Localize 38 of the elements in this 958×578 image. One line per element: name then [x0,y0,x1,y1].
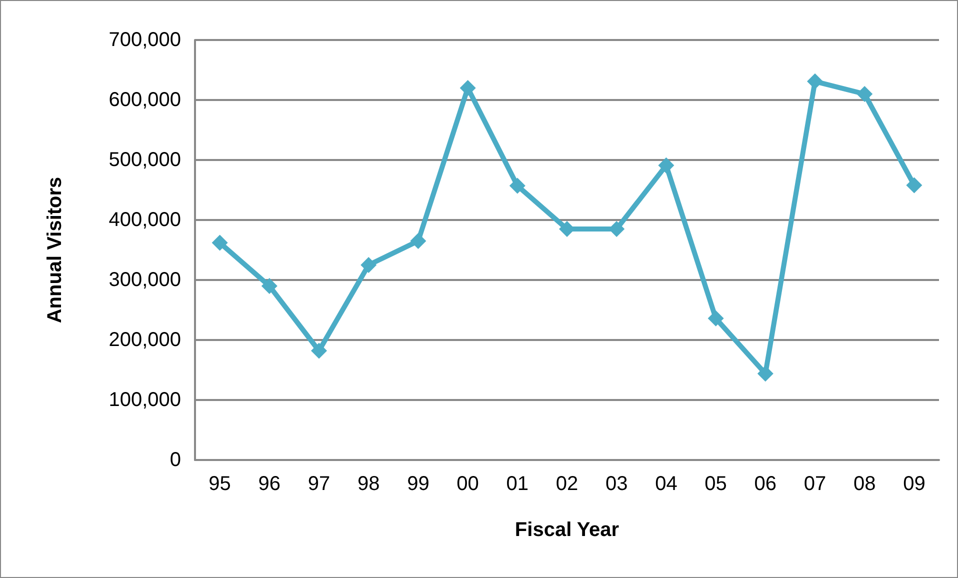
point [658,157,674,174]
y-tick-label: 500,000 [108,149,181,171]
x-tick-label: 01 [506,473,529,495]
x-tick-label: 00 [456,473,479,495]
y-tick-label: 400,000 [108,209,181,231]
x-axis-title: Fiscal Year [514,519,620,541]
point [261,278,278,294]
point [410,233,426,249]
y-tick-label: 600,000 [108,89,181,111]
point [906,177,922,194]
point [509,178,526,194]
y-axis-title: Annual Visitors [44,176,66,324]
point [708,310,724,326]
y-tick-label: 700,000 [108,29,181,51]
point [757,366,774,382]
point [360,257,377,273]
x-tick-label: 95 [208,473,231,495]
x-tick-label: 03 [605,473,628,495]
x-tick-label: 04 [655,473,678,495]
x-tick-label: 09 [903,473,926,495]
x-tick-label: 06 [754,473,777,495]
y-tick-label: 100,000 [108,389,181,411]
x-tick-label: 98 [357,473,380,495]
x-tick-label: 02 [556,473,578,495]
x-tick-label: 97 [308,473,330,495]
point [856,86,873,102]
x-tick-label: 96 [258,473,281,495]
point [460,80,476,96]
x-tick-label: 05 [704,473,727,495]
x-tick-label: 99 [407,473,430,495]
point [807,73,823,90]
x-tick-label: 08 [853,473,876,495]
y-tick-label: 0 [170,449,181,471]
x-tick-label: 07 [804,473,826,495]
point [311,342,327,359]
y-tick-label: 200,000 [108,329,181,351]
y-tick-label: 300,000 [108,269,181,291]
point [212,234,228,251]
